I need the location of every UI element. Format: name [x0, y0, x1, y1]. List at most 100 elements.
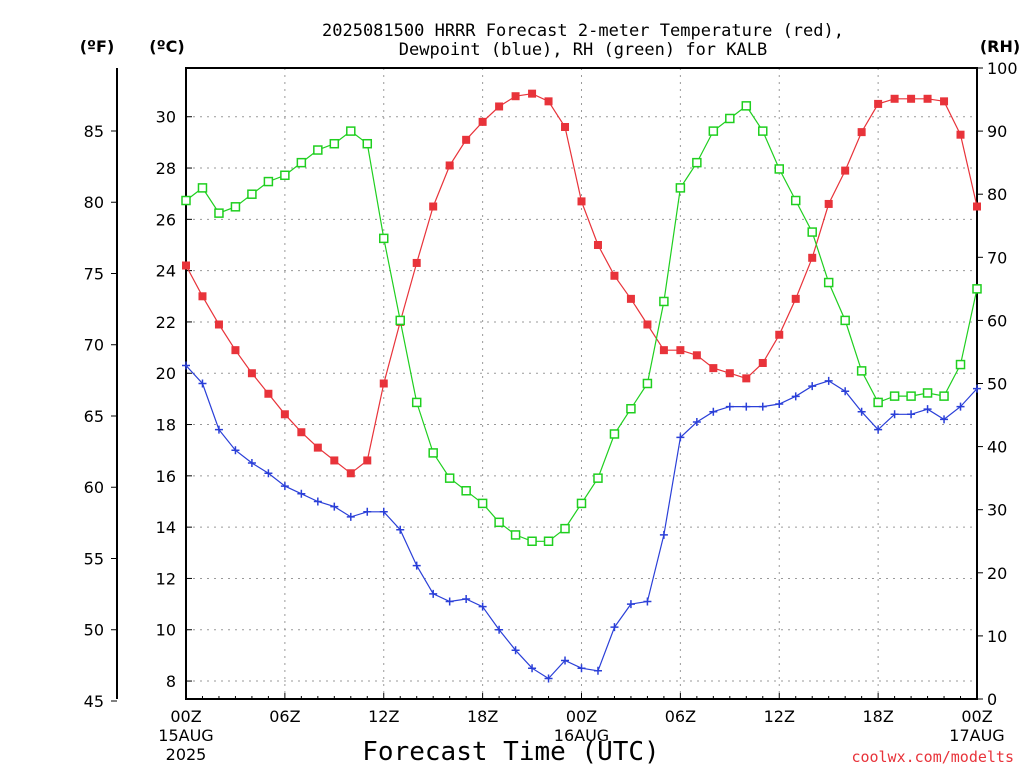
time-tick-label: 12Z [368, 707, 399, 726]
dewpoint-point [643, 597, 652, 606]
rh-point [774, 164, 784, 174]
rh-point [856, 366, 867, 376]
fahrenheit-tick-label: 80 [84, 193, 104, 212]
rh-point [725, 113, 735, 124]
rh-axis: 0 10 20 30 40 50 60 70 80 90 100 [977, 59, 1018, 709]
series-dewpoint [182, 361, 981, 683]
dewpoint-point [659, 530, 668, 539]
rh-tick-label: 100 [987, 59, 1018, 78]
dewpoint-point [593, 666, 602, 675]
temperature-point [857, 128, 866, 137]
temperature-point [709, 364, 718, 373]
rh-point [313, 145, 323, 155]
dewpoint-point [610, 623, 619, 632]
temperature-point [692, 351, 701, 360]
rh-point [411, 397, 422, 408]
celsius-tick-label: 20 [156, 364, 176, 383]
temperature-point [429, 202, 438, 211]
temperature-point [528, 89, 537, 98]
fahrenheit-axis-label: (ºF) [80, 37, 115, 56]
time-tick-label: 06Z [665, 707, 696, 726]
fahrenheit-tick-label: 85 [84, 122, 104, 141]
chart-title-line2: Dewpoint (blue), RH (green) for KALB [399, 40, 767, 60]
rh-point [280, 170, 290, 181]
rh-point [659, 296, 669, 307]
time-tick-label: 12Z [764, 707, 795, 726]
dewpoint-point [445, 597, 454, 606]
rh-tick-label: 40 [987, 438, 1007, 457]
rh-point [708, 126, 719, 136]
celsius-tick-label: 28 [156, 159, 176, 178]
temperature-point [445, 161, 454, 170]
time-tick-label: 00Z [961, 707, 992, 726]
rh-point [906, 391, 916, 401]
temperature-point [841, 166, 850, 175]
rh-point [823, 277, 834, 288]
rh-point [873, 397, 883, 408]
year-label: 2025 [166, 745, 207, 764]
rh-point [675, 183, 686, 193]
rh-point [230, 202, 241, 212]
date-label: 16AUG [554, 726, 609, 745]
rh-point [576, 498, 587, 509]
temperature-point [363, 456, 372, 465]
temperature-point [577, 197, 586, 206]
rh-point [181, 195, 191, 206]
temperature-point [313, 443, 322, 452]
credit-text: coolwx.com/modelts [851, 748, 1014, 766]
dewpoint-point [725, 402, 734, 411]
dewpoint-point [692, 417, 701, 426]
dewpoint-point [758, 402, 767, 411]
dewpoint-point [857, 407, 866, 416]
rh-point [889, 391, 900, 401]
x-axis-title: Forecast Time (UTC) [362, 737, 659, 767]
time-tick-label: 18Z [862, 707, 893, 726]
dewpoint-point [923, 405, 932, 414]
temperature-point [511, 92, 520, 101]
rh-point [197, 183, 208, 193]
celsius-tick-label: 26 [156, 210, 176, 229]
rh-point [362, 138, 373, 149]
dewpoint-point [297, 489, 306, 498]
temperature-point [626, 294, 635, 303]
temperature-point [808, 253, 817, 262]
fahrenheit-tick-label: 60 [84, 478, 104, 497]
rh-point [692, 157, 702, 168]
temperature-point [478, 117, 487, 126]
dewpoint-point [280, 482, 289, 491]
temperature-point [561, 122, 570, 131]
dewpoint-point [264, 469, 273, 478]
rh-point [543, 536, 554, 546]
celsius-tick-label: 10 [156, 621, 176, 640]
dewpoint-point [511, 646, 520, 655]
rh-point [642, 378, 653, 389]
temperature-point [890, 94, 899, 103]
temperature-point [198, 292, 207, 301]
dewpoint-point [775, 400, 784, 409]
celsius-tick-label: 18 [156, 416, 176, 435]
temperature-point [182, 261, 190, 270]
time-tick-label: 00Z [566, 707, 597, 726]
rh-point [560, 523, 570, 534]
dewpoint-point [462, 594, 471, 603]
temperature-point [462, 135, 471, 144]
rh-point [428, 448, 438, 458]
temperature-point [593, 240, 602, 249]
dewpoint-point [577, 664, 586, 673]
rh-tick-label: 0 [987, 690, 997, 709]
temperature-point [495, 102, 504, 111]
dewpoint-point [330, 502, 339, 511]
dewpoint-point [495, 625, 504, 634]
temperature-point [742, 374, 751, 383]
rh-tick-label: 20 [987, 564, 1007, 583]
celsius-tick-label: 14 [156, 518, 176, 537]
temperature-point [280, 410, 289, 419]
temperature-point [758, 358, 767, 367]
temperature-point [973, 202, 981, 211]
dewpoint-point [429, 589, 438, 598]
temperature-point [610, 271, 619, 280]
rh-point [939, 391, 949, 401]
rh-point [477, 498, 488, 509]
